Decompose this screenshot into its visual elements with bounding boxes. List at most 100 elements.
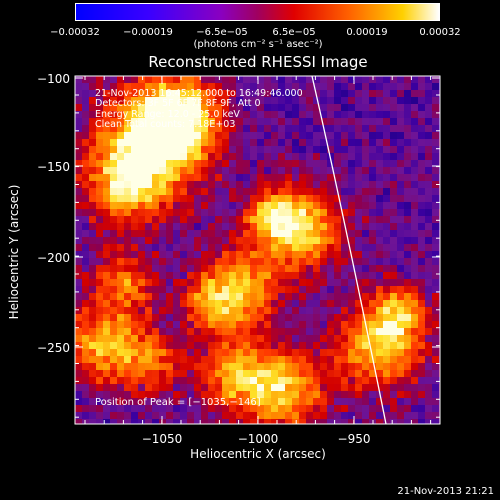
image-pixel	[418, 125, 425, 132]
image-pixel	[187, 153, 194, 160]
image-pixel	[215, 405, 222, 412]
image-pixel	[264, 195, 271, 202]
image-pixel	[131, 216, 138, 223]
image-pixel	[278, 314, 285, 321]
image-pixel	[334, 195, 341, 202]
image-pixel	[201, 216, 208, 223]
image-pixel	[404, 139, 411, 146]
image-pixel	[131, 132, 138, 139]
image-pixel	[187, 90, 194, 97]
image-pixel	[180, 314, 187, 321]
image-pixel	[236, 377, 243, 384]
image-pixel	[208, 314, 215, 321]
image-pixel	[194, 76, 201, 83]
image-pixel	[334, 370, 341, 377]
image-pixel	[271, 272, 278, 279]
image-pixel	[334, 265, 341, 272]
image-pixel	[89, 321, 96, 328]
image-pixel	[124, 328, 131, 335]
image-pixel	[103, 139, 110, 146]
image-pixel	[299, 132, 306, 139]
image-pixel	[376, 111, 383, 118]
image-pixel	[348, 188, 355, 195]
image-pixel	[173, 307, 180, 314]
image-pixel	[138, 209, 145, 216]
image-pixel	[124, 356, 131, 363]
image-pixel	[404, 90, 411, 97]
image-pixel	[89, 174, 96, 181]
image-pixel	[145, 195, 152, 202]
image-pixel	[96, 265, 103, 272]
image-pixel	[89, 195, 96, 202]
image-pixel	[131, 398, 138, 405]
image-pixel	[390, 167, 397, 174]
image-pixel	[285, 384, 292, 391]
image-pixel	[173, 391, 180, 398]
image-pixel	[229, 195, 236, 202]
image-pixel	[194, 90, 201, 97]
image-pixel	[397, 321, 404, 328]
image-pixel	[222, 321, 229, 328]
image-pixel	[362, 174, 369, 181]
image-pixel	[327, 216, 334, 223]
image-pixel	[418, 146, 425, 153]
image-pixel	[376, 272, 383, 279]
image-pixel	[292, 286, 299, 293]
image-pixel	[397, 391, 404, 398]
image-pixel	[306, 146, 313, 153]
image-pixel	[96, 384, 103, 391]
image-pixel	[376, 202, 383, 209]
image-pixel	[390, 300, 397, 307]
image-pixel	[355, 391, 362, 398]
image-pixel	[173, 251, 180, 258]
image-pixel	[110, 356, 117, 363]
image-pixel	[313, 356, 320, 363]
image-pixel	[173, 328, 180, 335]
image-pixel	[180, 160, 187, 167]
image-pixel	[306, 293, 313, 300]
image-pixel	[229, 181, 236, 188]
image-pixel	[348, 272, 355, 279]
image-pixel	[75, 391, 82, 398]
image-pixel	[264, 251, 271, 258]
image-pixel	[292, 160, 299, 167]
image-pixel	[418, 321, 425, 328]
image-pixel	[138, 237, 145, 244]
image-pixel	[320, 349, 327, 356]
image-pixel	[152, 118, 159, 125]
image-pixel	[432, 279, 439, 286]
image-pixel	[222, 272, 229, 279]
image-pixel	[369, 160, 376, 167]
image-pixel	[152, 265, 159, 272]
image-pixel	[180, 195, 187, 202]
image-pixel	[376, 251, 383, 258]
image-pixel	[180, 118, 187, 125]
image-pixel	[292, 391, 299, 398]
image-pixel	[271, 384, 278, 391]
image-pixel	[320, 419, 327, 424]
image-pixel	[376, 125, 383, 132]
image-pixel	[201, 111, 208, 118]
image-pixel	[194, 363, 201, 370]
image-pixel	[201, 335, 208, 342]
image-pixel	[145, 314, 152, 321]
image-pixel	[327, 139, 334, 146]
image-pixel	[180, 412, 187, 419]
image-pixel	[341, 265, 348, 272]
image-pixel	[152, 356, 159, 363]
image-pixel	[89, 216, 96, 223]
image-pixel	[222, 174, 229, 181]
image-pixel	[229, 321, 236, 328]
image-pixel	[110, 237, 117, 244]
image-pixel	[96, 286, 103, 293]
image-pixel	[103, 286, 110, 293]
image-pixel	[110, 321, 117, 328]
image-pixel	[320, 216, 327, 223]
image-pixel	[166, 195, 173, 202]
image-pixel	[131, 335, 138, 342]
image-pixel	[124, 405, 131, 412]
image-pixel	[103, 181, 110, 188]
image-pixel	[173, 111, 180, 118]
image-pixel	[89, 223, 96, 230]
image-pixel	[236, 223, 243, 230]
